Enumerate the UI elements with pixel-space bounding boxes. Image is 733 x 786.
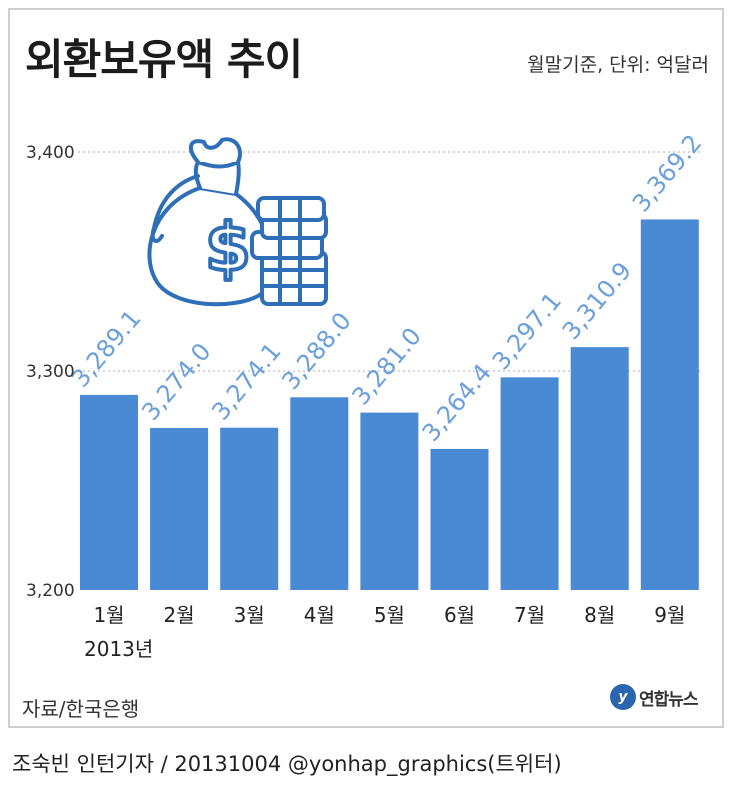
value-label: 3,369.2 [627,129,707,217]
bar [220,427,279,590]
bar [360,412,419,590]
value-label: 3,288.0 [276,307,356,395]
bar [430,448,489,590]
value-label: 3,289.1 [66,305,146,393]
x-tick-label: 2월 [164,603,195,627]
bar [500,377,559,590]
bars [80,219,699,590]
bar [640,219,699,590]
bar [290,397,349,590]
bar [80,394,138,590]
x-tick-label: 8월 [584,603,615,627]
value-label: 3,310.9 [557,257,637,345]
year-label: 2013년 [84,637,153,661]
x-tick-label: 1월 [93,603,124,627]
value-label: 3,274.0 [136,338,216,426]
y-tick-label: 3,200 [26,581,75,601]
yonhap-logo: y 연합뉴스 [610,684,699,710]
x-tick-label: 4월 [304,603,335,627]
x-tick-label: 3월 [234,603,265,627]
value-label: 3,264.4 [417,359,497,447]
x-tick-label: 6월 [444,603,475,627]
x-tick-label: 5월 [374,603,405,627]
chart-subtitle: 월말기준, 단위: 억달러 [527,54,709,76]
x-tick-label: 9월 [654,603,685,627]
y-tick-label: 3,300 [26,362,75,382]
money-bag-icon: $ [147,137,328,307]
bar [570,347,629,590]
value-label: 3,274.1 [206,337,286,425]
y-axis-ticks: 3,200 3,300 3,400 [26,143,75,601]
x-tick-label: 7월 [514,603,545,627]
credit-line: 조숙빈 인턴기자 / 20131004 @yonhap_graphics(트위터… [12,752,562,776]
svg-text:$: $ [205,209,251,286]
x-axis-ticks: 1월 2월 3월 4월 5월 6월 7월 8월 9월 2013년 [84,603,685,661]
chart-title: 외환보유액 추이 [25,35,303,84]
yonhap-logo-text: 연합뉴스 [639,689,699,710]
data-source: 자료/한국은행 [22,697,140,721]
y-tick-label: 3,400 [26,143,75,163]
value-label: 3,297.1 [487,287,567,375]
yonhap-logo-icon: y [610,684,636,710]
bar [150,427,209,590]
value-label: 3,281.0 [347,322,427,410]
